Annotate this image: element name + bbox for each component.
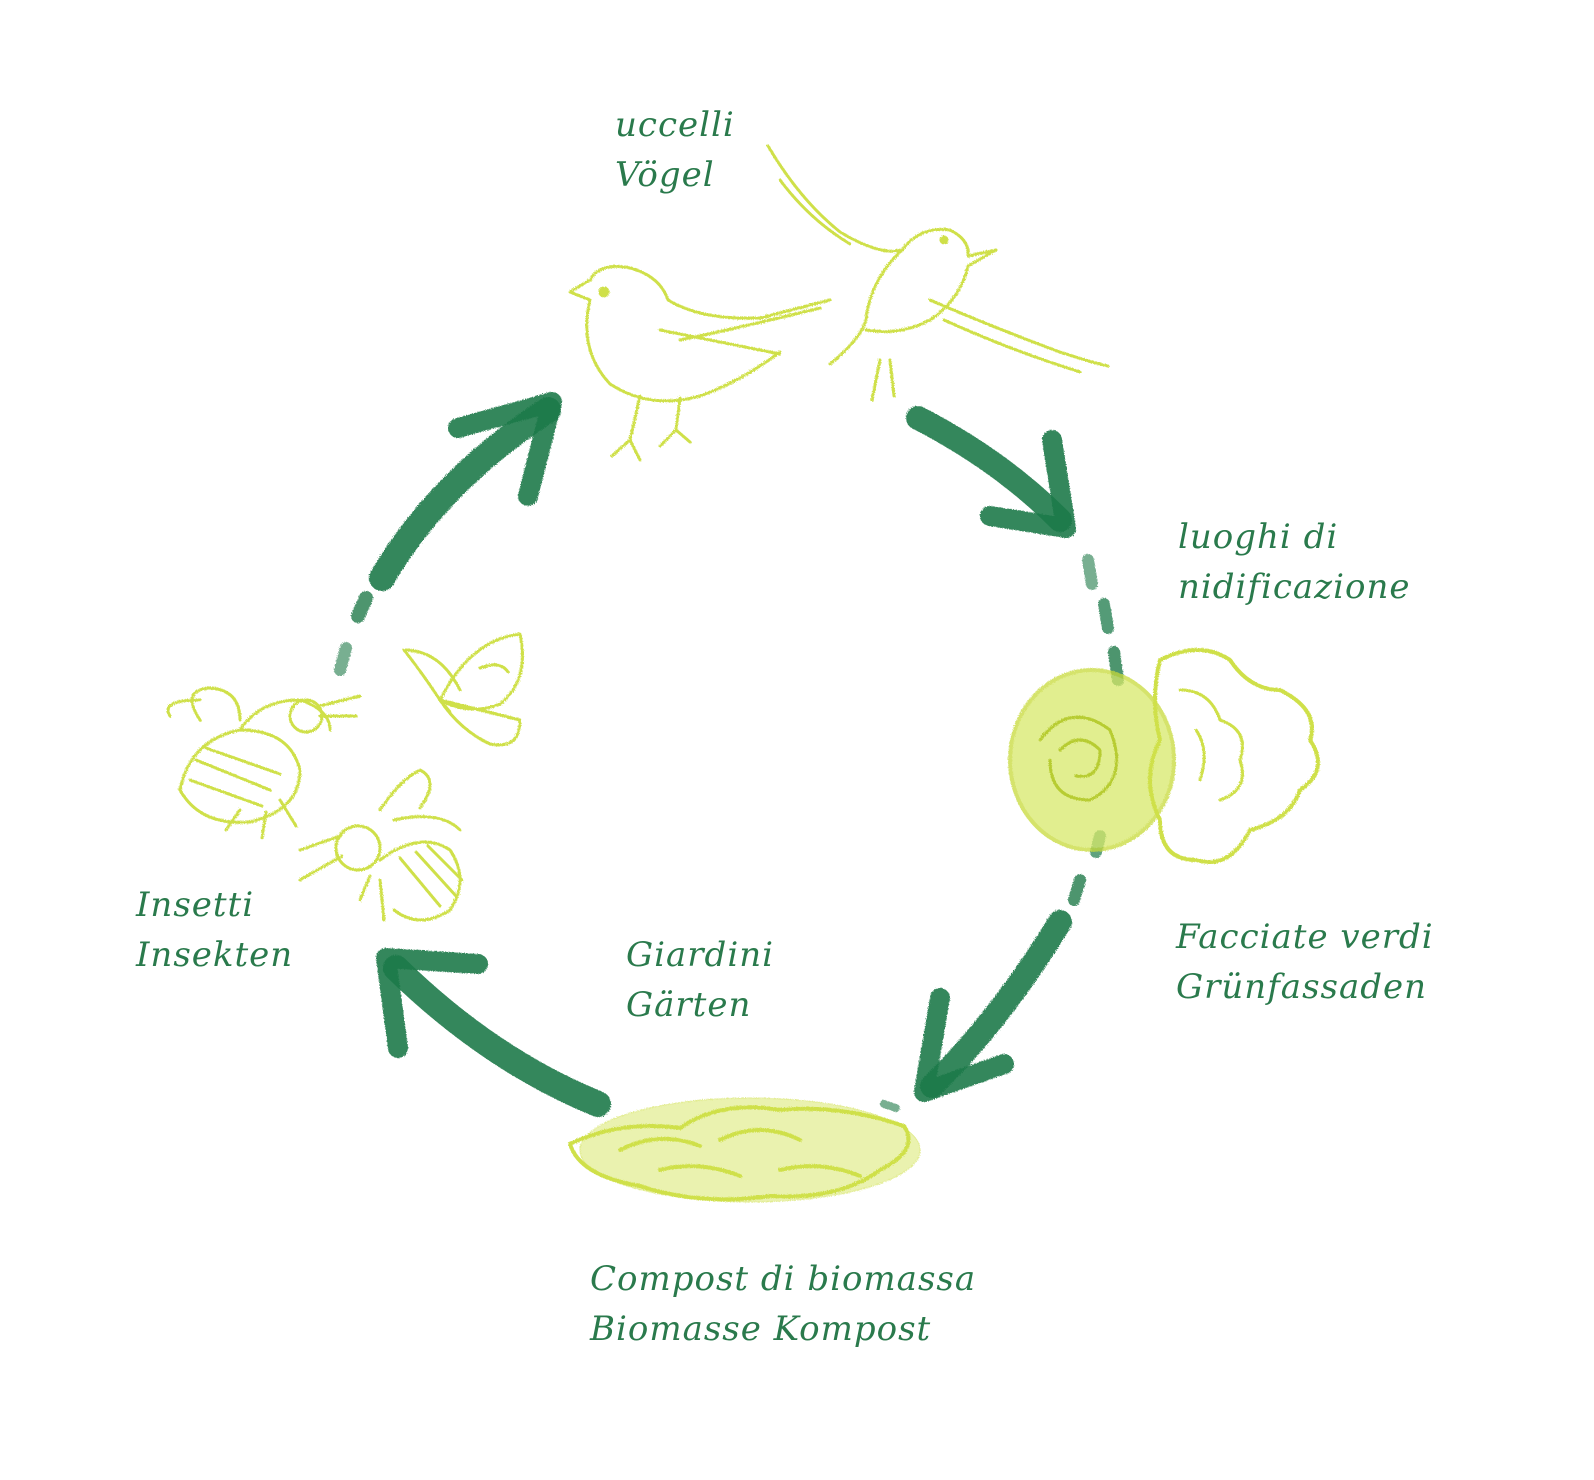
arrow-compost-to-insects	[383, 955, 611, 1117]
dash	[1068, 874, 1086, 906]
arrowhead-compost-to-insects	[376, 948, 488, 1058]
arrowhead-facades-to-compost	[914, 988, 1014, 1102]
arrow-birds-to-nesting	[906, 406, 1072, 532]
label-insects-italian: Insetti	[136, 885, 255, 925]
green-facade-plant-icon	[1008, 648, 1320, 864]
label-gardens-german: Gärten	[626, 985, 752, 1025]
flying-bird-icon	[766, 144, 1110, 402]
label-insects: Insetti Insekten	[136, 880, 293, 980]
cycle-arrows	[334, 392, 1124, 1117]
label-nesting-line2: nidificazione	[1178, 567, 1411, 607]
butterfly-icon	[402, 632, 524, 747]
label-nesting-places: luoghi di nidificazione	[1178, 512, 1410, 612]
arrowhead-birds-to-nesting	[980, 430, 1076, 538]
label-gardens: Giardini Gärten	[626, 930, 774, 1030]
arrowhead-insects-to-birds	[448, 392, 562, 506]
compost-pile-icon	[568, 1097, 921, 1203]
label-compost-italian: Compost di biomassa	[590, 1259, 977, 1299]
label-biomass-compost: Compost di biomassa Biomasse Kompost	[590, 1254, 976, 1354]
dash	[334, 642, 352, 676]
arrow-insects-to-birds	[369, 397, 561, 591]
label-gardens-italian: Giardini	[626, 935, 774, 975]
bee-icon	[298, 768, 464, 922]
label-insects-german: Insekten	[136, 935, 294, 975]
label-nesting-line1: luoghi di	[1178, 517, 1339, 557]
label-compost-german: Biomasse Kompost	[590, 1309, 932, 1349]
dash	[351, 591, 373, 623]
label-birds-german: Vögel	[615, 155, 715, 195]
dash	[880, 1100, 900, 1112]
sitting-bird-icon	[568, 265, 832, 462]
arrow-facades-to-compost	[920, 910, 1072, 1098]
dash	[1098, 598, 1114, 634]
label-birds: uccelli Vögel	[615, 100, 735, 200]
label-facades-italian: Facciate verdi	[1176, 917, 1434, 957]
dash	[1082, 554, 1098, 590]
label-facades-german: Grünfassaden	[1176, 967, 1428, 1007]
bee-icon	[166, 686, 362, 840]
label-green-facades: Facciate verdi Grünfassaden	[1176, 912, 1434, 1012]
label-birds-italian: uccelli	[615, 105, 735, 145]
